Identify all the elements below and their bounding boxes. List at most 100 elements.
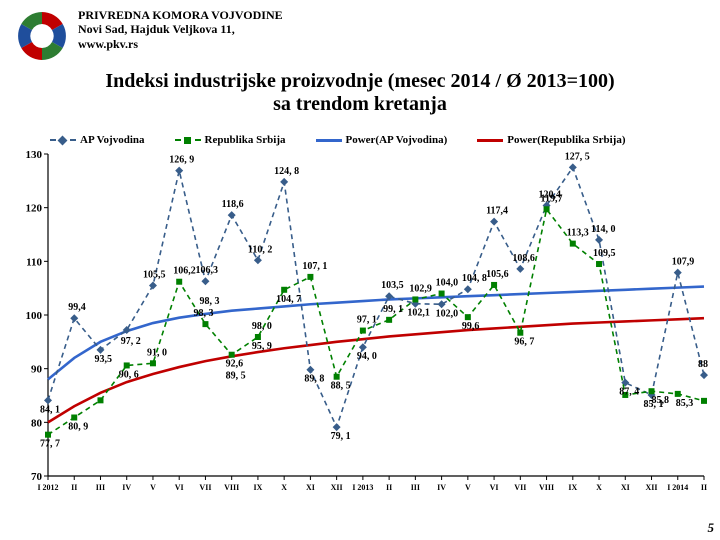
- legend-item-ap: AP Vojvodina: [50, 134, 145, 146]
- svg-text:98, 0: 98, 0: [252, 321, 272, 332]
- svg-text:99,6: 99,6: [462, 321, 480, 332]
- svg-text:92,6: 92,6: [226, 359, 244, 370]
- svg-text:80: 80: [31, 417, 43, 429]
- svg-text:98, 3: 98, 3: [193, 308, 213, 319]
- svg-text:104, 8: 104, 8: [462, 273, 487, 284]
- svg-text:107,9: 107,9: [672, 257, 695, 268]
- svg-text:VII: VII: [199, 483, 211, 492]
- svg-text:114, 0: 114, 0: [591, 224, 615, 235]
- legend: AP Vojvodina Republika Srbija Power(AP V…: [50, 134, 690, 146]
- svg-text:III: III: [411, 483, 420, 492]
- svg-text:99,4: 99,4: [68, 302, 86, 313]
- legend-label: Power(AP Vojvodina): [346, 134, 448, 146]
- svg-text:100: 100: [26, 310, 43, 322]
- svg-text:VIII: VIII: [224, 483, 239, 492]
- svg-text:IV: IV: [122, 483, 131, 492]
- svg-text:IX: IX: [568, 483, 577, 492]
- svg-text:90: 90: [31, 364, 43, 376]
- title-line-2: sa trendom kretanja: [273, 93, 447, 115]
- svg-text:VI: VI: [175, 483, 184, 492]
- svg-text:109,5: 109,5: [593, 248, 616, 259]
- svg-text:120: 120: [26, 203, 43, 215]
- svg-text:126, 9: 126, 9: [169, 155, 194, 166]
- svg-text:102,0: 102,0: [436, 308, 459, 319]
- svg-text:XI: XI: [306, 483, 315, 492]
- legend-item-rs: Republika Srbija: [175, 134, 286, 146]
- page-number: 5: [708, 520, 715, 536]
- svg-text:VII: VII: [514, 483, 526, 492]
- header: PRIVREDNA KOMORA VOJVODINE Novi Sad, Haj…: [0, 0, 720, 64]
- svg-text:110: 110: [26, 256, 42, 268]
- svg-text:XI: XI: [621, 483, 630, 492]
- svg-text:108,6: 108,6: [512, 253, 535, 264]
- svg-text:89, 8: 89, 8: [304, 374, 324, 385]
- legend-label: AP Vojvodina: [80, 134, 145, 146]
- svg-text:118,6: 118,6: [222, 199, 244, 210]
- svg-text:85,3: 85,3: [676, 398, 694, 409]
- svg-text:87, 4: 87, 4: [619, 387, 639, 398]
- svg-text:106,2: 106,2: [173, 266, 196, 277]
- svg-text:V: V: [150, 483, 156, 492]
- chart-title: Indeksi industrijske proizvodnje (mesec …: [0, 70, 720, 116]
- svg-text:I 2013: I 2013: [352, 483, 373, 492]
- svg-text:X: X: [596, 483, 602, 492]
- org-logo-icon: [14, 8, 70, 64]
- svg-text:85,8: 85,8: [652, 395, 670, 406]
- svg-text:IV: IV: [437, 483, 446, 492]
- svg-text:XII: XII: [646, 483, 658, 492]
- title-line-1: Indeksi industrijske proizvodnje (mesec …: [105, 70, 614, 92]
- org-address: Novi Sad, Hajduk Veljkova 11,: [78, 22, 283, 36]
- legend-label: Power(Republika Srbija): [507, 134, 625, 146]
- svg-text:II: II: [71, 483, 77, 492]
- line-chart: 708090100110120130I 2012IIIIIIVVVIVIIVII…: [22, 148, 708, 504]
- svg-text:103,5: 103,5: [381, 280, 404, 291]
- svg-text:91, 0: 91, 0: [147, 347, 167, 358]
- org-info: PRIVREDNA KOMORA VOJVODINE Novi Sad, Haj…: [78, 8, 283, 51]
- legend-item-power-rs: Power(Republika Srbija): [477, 134, 625, 146]
- svg-text:98, 3: 98, 3: [199, 296, 219, 307]
- svg-text:80, 9: 80, 9: [68, 422, 88, 433]
- svg-text:79, 1: 79, 1: [331, 431, 351, 442]
- svg-text:VI: VI: [490, 483, 499, 492]
- svg-text:I 2014: I 2014: [667, 483, 688, 492]
- svg-text:70: 70: [31, 471, 43, 483]
- org-name: PRIVREDNA KOMORA VOJVODINE: [78, 8, 283, 22]
- svg-text:106,3: 106,3: [195, 265, 218, 276]
- org-web: www.pkv.rs: [78, 37, 283, 51]
- svg-text:117,4: 117,4: [486, 206, 508, 217]
- svg-text:93,5: 93,5: [94, 354, 112, 365]
- svg-text:90, 6: 90, 6: [119, 369, 139, 380]
- svg-text:II: II: [386, 483, 392, 492]
- svg-text:105,5: 105,5: [143, 269, 166, 280]
- svg-text:III: III: [96, 483, 105, 492]
- svg-text:113,3: 113,3: [567, 228, 589, 239]
- svg-text:97, 1: 97, 1: [357, 315, 377, 326]
- chart-svg: 708090100110120130I 2012IIIIIIVVVIVIIVII…: [22, 148, 708, 504]
- svg-text:110, 2: 110, 2: [248, 244, 272, 255]
- svg-text:XII: XII: [331, 483, 343, 492]
- svg-text:104, 7: 104, 7: [276, 294, 301, 305]
- svg-text:II: II: [701, 483, 707, 492]
- svg-text:X: X: [281, 483, 287, 492]
- svg-text:102,1: 102,1: [407, 308, 430, 319]
- svg-text:88,8: 88,8: [698, 359, 708, 370]
- svg-text:119,7: 119,7: [541, 193, 563, 204]
- svg-text:IX: IX: [253, 483, 262, 492]
- svg-text:102,9: 102,9: [409, 283, 432, 294]
- svg-text:VIII: VIII: [539, 483, 554, 492]
- svg-text:84, 1: 84, 1: [40, 404, 60, 415]
- svg-text:89, 5: 89, 5: [226, 371, 246, 382]
- svg-text:V: V: [465, 483, 471, 492]
- legend-item-power-ap: Power(AP Vojvodina): [316, 134, 448, 146]
- legend-label: Republika Srbija: [205, 134, 286, 146]
- svg-text:127, 5: 127, 5: [565, 151, 590, 162]
- svg-text:88, 5: 88, 5: [331, 381, 351, 392]
- svg-text:96, 7: 96, 7: [514, 337, 534, 348]
- svg-text:130: 130: [26, 149, 43, 161]
- svg-text:I 2012: I 2012: [37, 483, 58, 492]
- svg-text:77, 7: 77, 7: [40, 439, 60, 450]
- svg-text:105,6: 105,6: [486, 269, 509, 280]
- svg-text:104,0: 104,0: [436, 278, 459, 289]
- svg-text:95, 9: 95, 9: [252, 341, 272, 352]
- svg-text:94, 0: 94, 0: [357, 351, 377, 362]
